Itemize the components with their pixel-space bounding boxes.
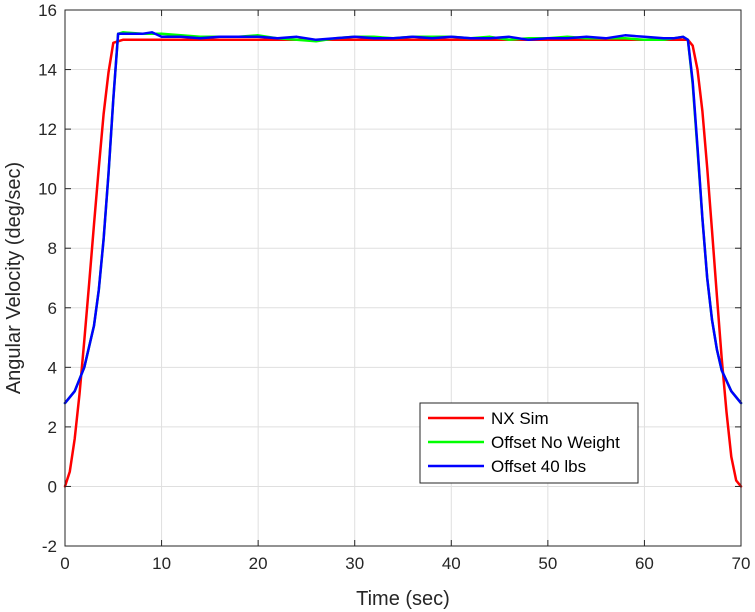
legend-label: NX Sim (491, 409, 549, 428)
series-line-offset-40-lbs (63, 31, 743, 405)
y-axis-ticks: -2 0 2 4 6 8 10 12 14 16 (38, 1, 741, 556)
series-lines (63, 31, 743, 488)
x-axis-label: Time (sec) (356, 588, 450, 610)
y-tick-label: 8 (48, 239, 57, 258)
series-line-nx-sim (63, 38, 743, 488)
y-tick-label: 16 (38, 1, 57, 20)
x-tick-label: 40 (442, 554, 461, 573)
plot-area (65, 10, 741, 546)
y-axis-label: Angular Velocity (deg/sec) (3, 162, 25, 394)
legend-label: Offset 40 lbs (491, 457, 586, 476)
legend: NX Sim Offset No Weight Offset 40 lbs (419, 402, 639, 484)
y-tick-label: 10 (38, 180, 57, 199)
y-tick-label: 4 (48, 358, 57, 377)
y-tick-label: 0 (48, 477, 57, 496)
y-tick-label: 14 (38, 61, 57, 80)
axes-box (64, 9, 742, 547)
x-tick-label: 50 (538, 554, 557, 573)
y-tick-label: -2 (42, 537, 57, 556)
x-axis-ticks: 0 10 20 30 40 50 60 70 (60, 10, 750, 573)
x-tick-label: 30 (345, 554, 364, 573)
legend-label: Offset No Weight (491, 433, 620, 452)
x-tick-label: 0 (60, 554, 69, 573)
x-tick-label: 60 (635, 554, 654, 573)
x-tick-label: 10 (152, 554, 171, 573)
y-tick-label: 12 (38, 120, 57, 139)
x-tick-label: 70 (732, 554, 751, 573)
y-tick-label: 6 (48, 299, 57, 318)
y-tick-label: 2 (48, 418, 57, 437)
x-tick-label: 20 (249, 554, 268, 573)
